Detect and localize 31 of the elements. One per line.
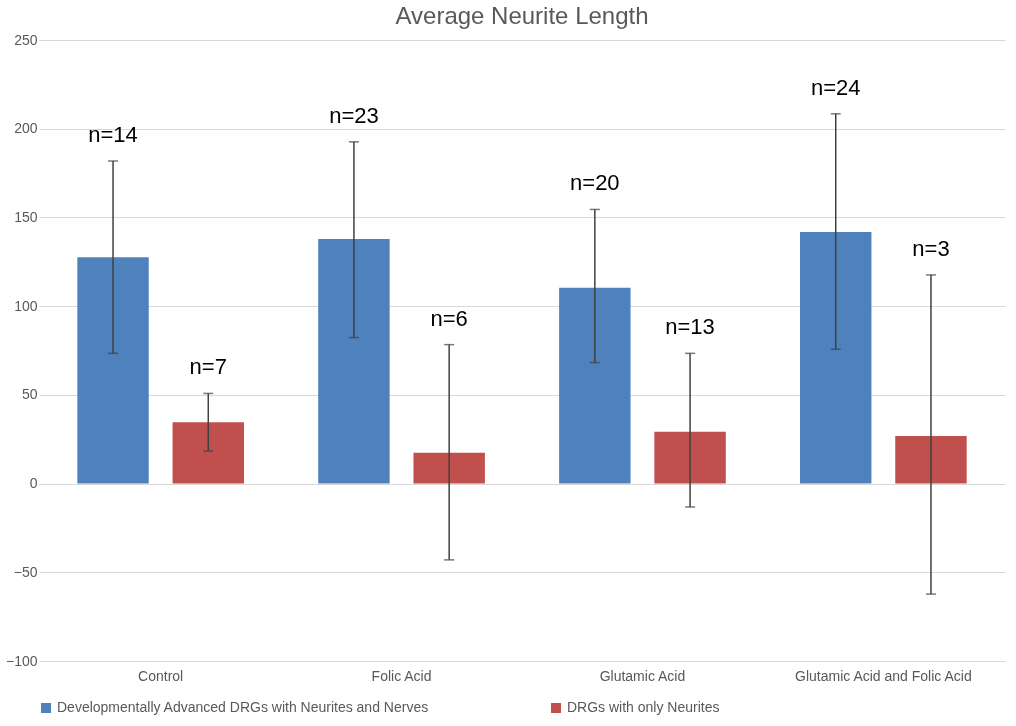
bar	[895, 436, 967, 484]
annotation: n=24	[810, 74, 861, 100]
annotation: n=13	[665, 314, 715, 340]
annotation: n=7	[189, 354, 227, 380]
y-tick-label: 100	[14, 297, 38, 314]
annotation: n=6	[430, 305, 468, 331]
x-tick-label: Glutamic Acid and Folic Acid	[795, 667, 972, 684]
annotation: n=23	[329, 102, 379, 128]
bar	[413, 452, 485, 484]
y-tick-label: −100	[5, 652, 38, 669]
chart-title: Average Neurite Length	[395, 2, 649, 29]
y-tick-label: 150	[14, 208, 38, 225]
bar	[559, 287, 631, 484]
y-tick-label: −50	[13, 563, 38, 580]
y-tick-label: 0	[29, 475, 38, 492]
annotation: n=20	[570, 170, 620, 196]
bar	[172, 422, 244, 484]
y-tick-label: 200	[14, 120, 38, 137]
y-tick-label: 50	[21, 386, 38, 403]
bar	[77, 257, 149, 484]
bar	[800, 231, 872, 484]
bar	[318, 239, 390, 484]
annotation: n=3	[912, 235, 950, 261]
x-tick-label: Glutamic Acid	[599, 667, 686, 684]
x-tick-label: Folic Acid	[371, 667, 432, 684]
annotation: n=14	[88, 122, 138, 148]
legend-label: DRGs with only Neurites	[567, 699, 720, 715]
bar	[654, 431, 726, 484]
x-tick-label: Control	[138, 667, 184, 684]
legend-label: Developmentally Advanced DRGs with Neurites and Nerves	[57, 699, 429, 715]
y-tick-label: 250	[14, 31, 38, 48]
